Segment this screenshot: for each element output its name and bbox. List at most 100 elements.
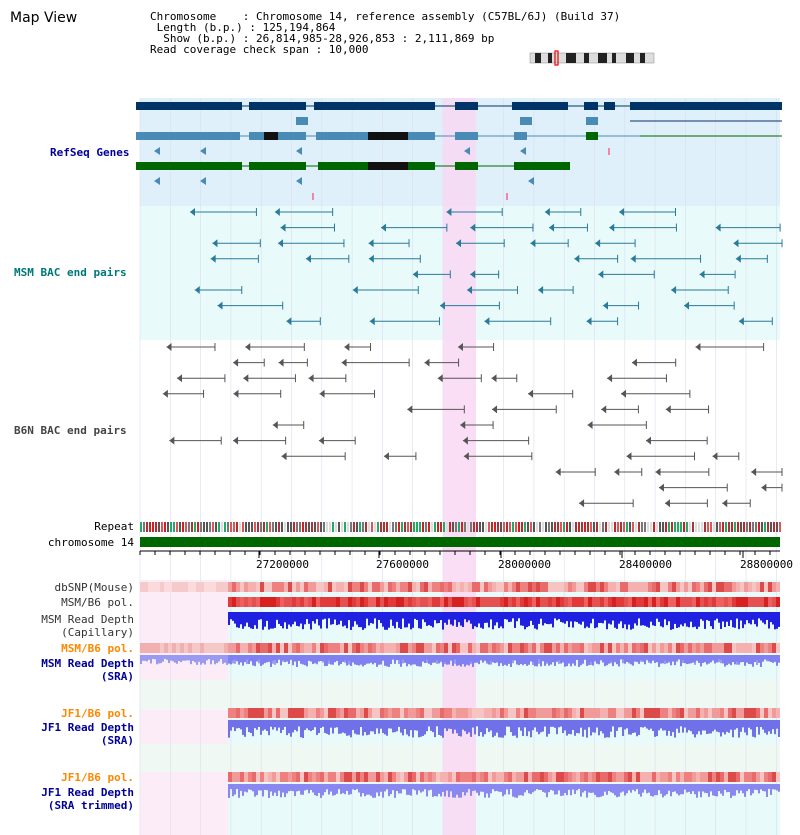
depth-bar <box>324 784 326 793</box>
heat-cell <box>272 708 276 718</box>
heat-cell <box>592 597 596 607</box>
depth-bar <box>276 655 278 664</box>
depth-bar <box>662 720 664 731</box>
depth-bar <box>450 655 452 661</box>
depth-bar <box>698 784 700 792</box>
repeat-mark <box>536 522 538 532</box>
bac-end-arrow <box>456 239 462 248</box>
depth-bar <box>426 655 428 660</box>
depth-bar <box>732 784 734 796</box>
heat-cell <box>580 597 584 607</box>
bac-end-arrow <box>735 254 741 263</box>
depth-bar <box>600 784 602 797</box>
depth-bar <box>482 784 484 792</box>
heat-cell <box>672 582 676 592</box>
track-label-msm-bac[interactable]: MSM BAC end pairs <box>14 266 127 279</box>
bac-end-arrow <box>446 208 452 216</box>
depth-bar <box>332 720 334 734</box>
heat-cell <box>536 708 540 718</box>
heat-cell <box>372 597 376 607</box>
heat-cell <box>240 772 244 782</box>
depth-bar <box>260 612 262 620</box>
depth-bar <box>608 720 610 738</box>
depth-bar <box>346 784 348 791</box>
heat-cell <box>324 582 328 592</box>
depth-bar <box>642 784 644 793</box>
gene-exon <box>136 132 240 140</box>
repeat-mark <box>596 522 598 532</box>
heat-cell <box>564 643 568 653</box>
heat-cell <box>772 708 776 718</box>
depth-bar <box>628 655 630 663</box>
depth-bar <box>232 784 234 797</box>
depth-bar <box>680 784 682 795</box>
heat-cell <box>676 582 680 592</box>
depth-bar <box>684 720 686 728</box>
depth-bar <box>352 720 354 730</box>
depth-bar <box>530 784 532 795</box>
depth-bar <box>156 655 158 665</box>
heat-cell <box>464 582 468 592</box>
heat-cell <box>716 597 720 607</box>
heat-cell <box>668 708 672 718</box>
depth-bar <box>578 720 580 734</box>
heat-cell <box>440 772 444 782</box>
depth-bar <box>666 655 668 664</box>
depth-bar <box>562 655 564 663</box>
track-label-b6n-bac[interactable]: B6N BAC end pairs <box>14 424 127 437</box>
repeat-mark <box>611 522 613 532</box>
track-label-msm-depth-cap: MSM Read Depth <box>41 613 134 626</box>
repeat-mark <box>776 522 778 532</box>
heat-cell <box>760 597 764 607</box>
heat-cell <box>380 597 384 607</box>
depth-bar <box>686 612 688 627</box>
depth-bar <box>542 720 544 732</box>
depth-bar <box>476 720 478 727</box>
repeat-mark <box>434 522 436 532</box>
track-label-refseq[interactable]: RefSeq Genes <box>50 146 130 159</box>
depth-bar <box>272 655 274 661</box>
heat-cell <box>584 708 588 718</box>
depth-bar <box>490 612 492 620</box>
repeat-mark <box>461 522 463 532</box>
heat-cell <box>348 643 352 653</box>
depth-bar <box>386 720 388 736</box>
heat-cell <box>604 772 608 782</box>
depth-bar <box>238 784 240 798</box>
heat-cell <box>372 582 376 592</box>
bac-end-arrow <box>383 452 389 461</box>
depth-bar <box>448 720 450 729</box>
depth-bar <box>326 655 328 666</box>
depth-bar <box>246 784 248 793</box>
depth-bar <box>388 655 390 667</box>
bac-end-arrow <box>695 343 701 351</box>
depth-bar <box>582 655 584 664</box>
depth-bar <box>396 720 398 732</box>
heat-cell <box>368 582 372 592</box>
depth-bar <box>406 784 408 795</box>
repeat-mark <box>350 522 352 532</box>
heat-cell <box>600 597 604 607</box>
heat-cell <box>700 597 704 607</box>
depth-bar <box>334 612 336 620</box>
heat-cell <box>712 597 716 607</box>
heat-cell <box>712 582 716 592</box>
repeat-mark <box>500 522 502 532</box>
depth-bar <box>256 655 258 662</box>
repeat-mark <box>467 522 469 532</box>
depth-bar <box>514 655 516 661</box>
heat-cell <box>280 708 284 718</box>
depth-bar <box>724 784 726 790</box>
bac-end-arrow <box>217 301 223 310</box>
depth-bar <box>384 720 386 735</box>
heat-cell <box>752 582 756 592</box>
depth-bar <box>588 612 590 628</box>
depth-bar <box>516 720 518 738</box>
bac-end-arrow <box>484 317 490 326</box>
repeat-mark <box>428 522 430 532</box>
heat-cell <box>164 643 168 653</box>
depth-bar <box>372 720 374 732</box>
depth-bar <box>296 720 298 732</box>
heat-cell <box>456 643 460 653</box>
